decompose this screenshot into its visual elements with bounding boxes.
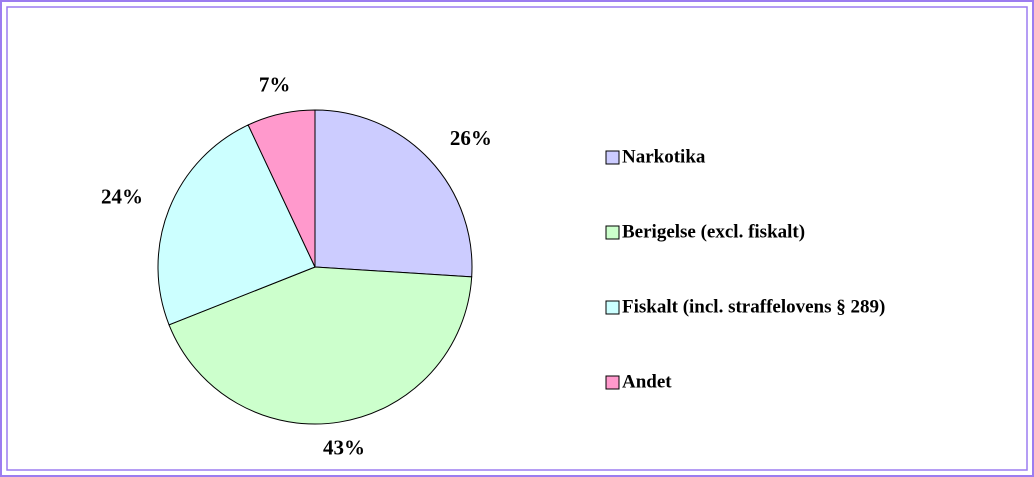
data-label: 24% [101,185,143,209]
pie-slice [247,109,316,268]
pie-slice [168,266,473,425]
data-label: 7% [259,72,291,96]
data-label: 43% [323,436,365,460]
legend-swatch [605,225,620,240]
data-label: 26% [450,126,492,150]
inner-border [6,6,1028,471]
legend-swatch [605,375,620,390]
legend-label: Fiskalt (incl. straffelovens § 289) [622,296,885,317]
pie-slice [157,124,316,326]
legend-label: Berigelse (excl. fiskalt) [622,221,805,242]
legend-label: Narkotika [622,146,706,167]
legend-label: Andet [622,371,672,392]
legend-swatch [605,300,620,315]
pie-slice [314,109,473,278]
legend-swatch [605,150,620,165]
